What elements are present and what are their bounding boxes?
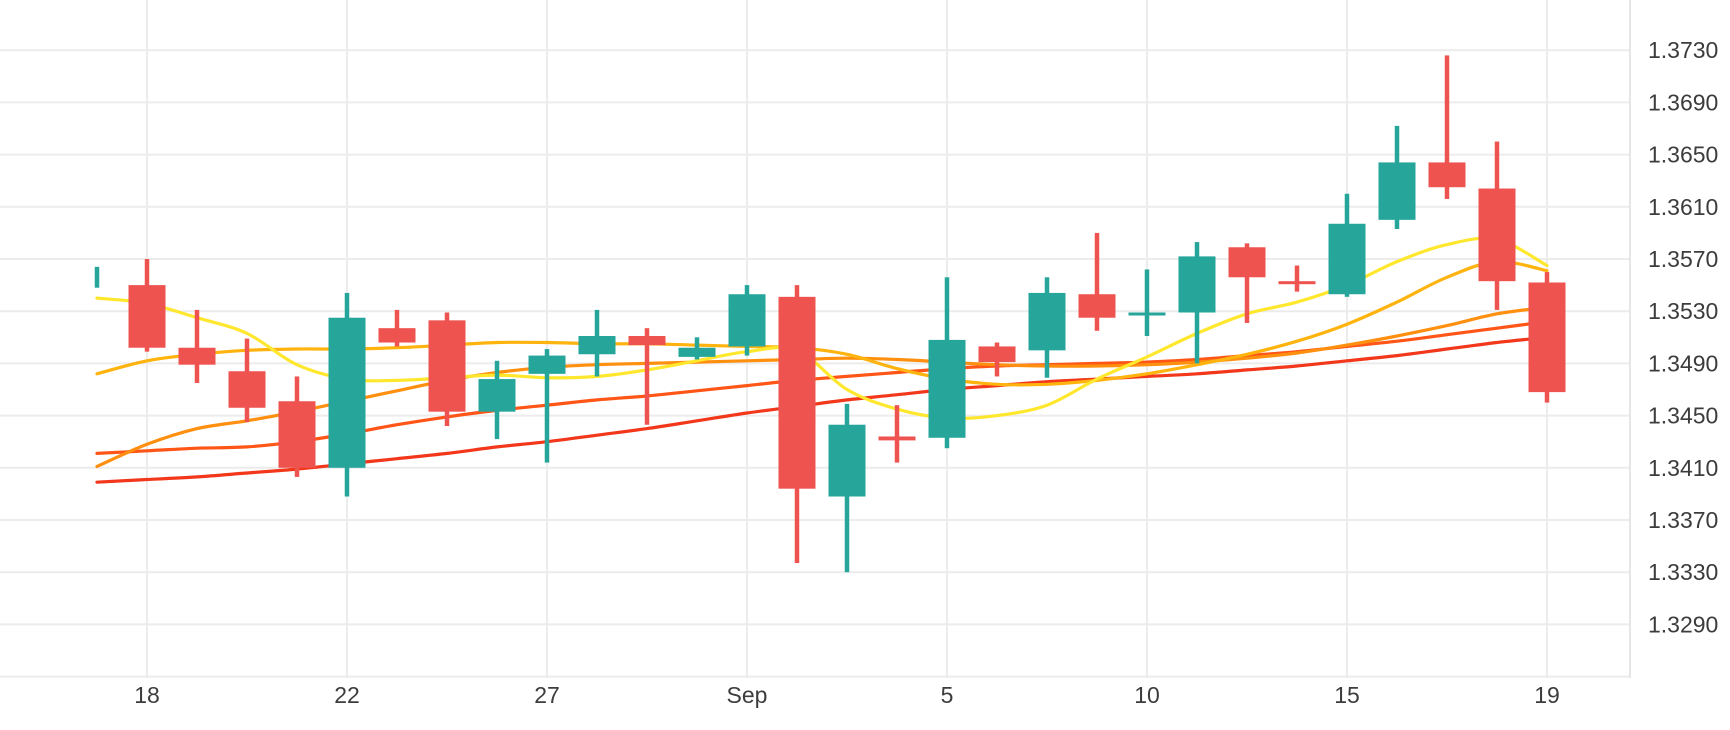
candle-down (428, 312, 466, 427)
candle-up (678, 337, 716, 360)
y-axis-tick-label: 1.3730 (1648, 37, 1718, 63)
candle-down (778, 285, 816, 564)
candle-up (1128, 269, 1166, 336)
candle-up (1028, 277, 1066, 378)
x-axis-tick-label: 19 (1534, 682, 1560, 708)
candle-up (928, 277, 966, 449)
candle-down (1228, 243, 1266, 323)
candles (94, 55, 1566, 573)
x-axis-tick-label: 15 (1334, 682, 1360, 708)
candle-wick (544, 349, 550, 463)
y-axis-tick-label: 1.3490 (1648, 350, 1718, 376)
candle-down (378, 309, 416, 347)
candle-wick (1444, 55, 1450, 199)
y-axis-tick-label: 1.3650 (1648, 142, 1718, 168)
candle-body (528, 355, 566, 374)
x-axis-tick-label: 10 (1134, 682, 1160, 708)
candle-wick (1294, 265, 1300, 292)
candle-down (1478, 141, 1516, 310)
candle-wick (1144, 269, 1150, 336)
x-axis-tick-label: 22 (334, 682, 360, 708)
candle-wick (1244, 243, 1250, 323)
candle-body (378, 328, 416, 343)
candle-body (1228, 247, 1266, 278)
y-axis-tick-label: 1.3690 (1648, 89, 1718, 115)
candle-wick (94, 266, 100, 288)
candle-down (128, 259, 166, 352)
candle-body (678, 347, 716, 357)
candle-body (1178, 256, 1216, 313)
candle-down (278, 376, 316, 477)
x-axis-tick-label: Sep (727, 682, 768, 708)
y-axis-tick-label: 1.3610 (1648, 194, 1718, 220)
y-axis-tick-label: 1.3330 (1648, 559, 1718, 585)
y-axis-labels: 1.3730 1.3690 1.3650 1.3610 1.3570 1.3530 1.34… (1648, 37, 1718, 637)
candle-body (178, 347, 216, 365)
y-axis-tick-label: 1.3530 (1648, 298, 1718, 324)
candle-up (528, 349, 566, 463)
y-axis-tick-label: 1.3450 (1648, 403, 1718, 429)
candle-body (1478, 188, 1516, 282)
candle-body (128, 285, 166, 348)
candle-wick (194, 309, 200, 383)
candle-wick (1094, 232, 1100, 331)
candle-down (978, 342, 1016, 377)
candle-up (828, 403, 866, 573)
candle-down (1528, 272, 1566, 403)
x-axis-tick-label: 18 (134, 682, 160, 708)
candle-body (328, 317, 366, 468)
candle-up (1378, 125, 1416, 229)
candle-up (578, 309, 616, 377)
candle-up (328, 292, 366, 497)
candle-wick (894, 405, 900, 463)
x-axis-labels: 18 22 27 Sep 5 10 15 19 (134, 682, 1560, 708)
candle-body (578, 335, 616, 355)
candle-up (1328, 193, 1366, 297)
candle-down (1278, 265, 1316, 292)
candle-body (828, 424, 866, 497)
candle-body (1278, 281, 1316, 285)
candle-body (978, 346, 1016, 363)
candle-wick (644, 328, 650, 425)
candle-up (478, 360, 516, 440)
candle-up (94, 266, 100, 288)
candle-wick (394, 309, 400, 347)
candle-body (1378, 162, 1416, 220)
candle-body (1078, 294, 1116, 318)
candle-down (228, 338, 266, 423)
candle-body (1128, 312, 1166, 316)
candle-body (928, 339, 966, 438)
candle-body (428, 320, 466, 412)
candle-body (228, 371, 266, 408)
y-axis-tick-label: 1.3290 (1648, 611, 1718, 637)
candle-up (1178, 242, 1216, 364)
candle-up (728, 285, 766, 356)
candle-body (1328, 223, 1366, 295)
candle-body (878, 436, 916, 441)
candle-body (778, 296, 816, 489)
candle-body (478, 379, 516, 412)
y-axis-tick-label: 1.3570 (1648, 246, 1718, 272)
candle-body (1428, 162, 1466, 188)
candle-body (1528, 282, 1566, 393)
x-axis-tick-label: 27 (534, 682, 560, 708)
x-axis-tick-label: 5 (941, 682, 954, 708)
candle-down (878, 405, 916, 463)
y-axis-tick-label: 1.3370 (1648, 507, 1718, 533)
candle-down (1428, 55, 1466, 199)
candle-down (1078, 232, 1116, 331)
candle-body (628, 335, 666, 346)
candle-down (178, 309, 216, 383)
candle-body (728, 294, 766, 347)
y-axis-tick-label: 1.3410 (1648, 455, 1718, 481)
candle-body (278, 401, 316, 468)
candle-down (628, 328, 666, 425)
candle-body (1028, 292, 1066, 351)
